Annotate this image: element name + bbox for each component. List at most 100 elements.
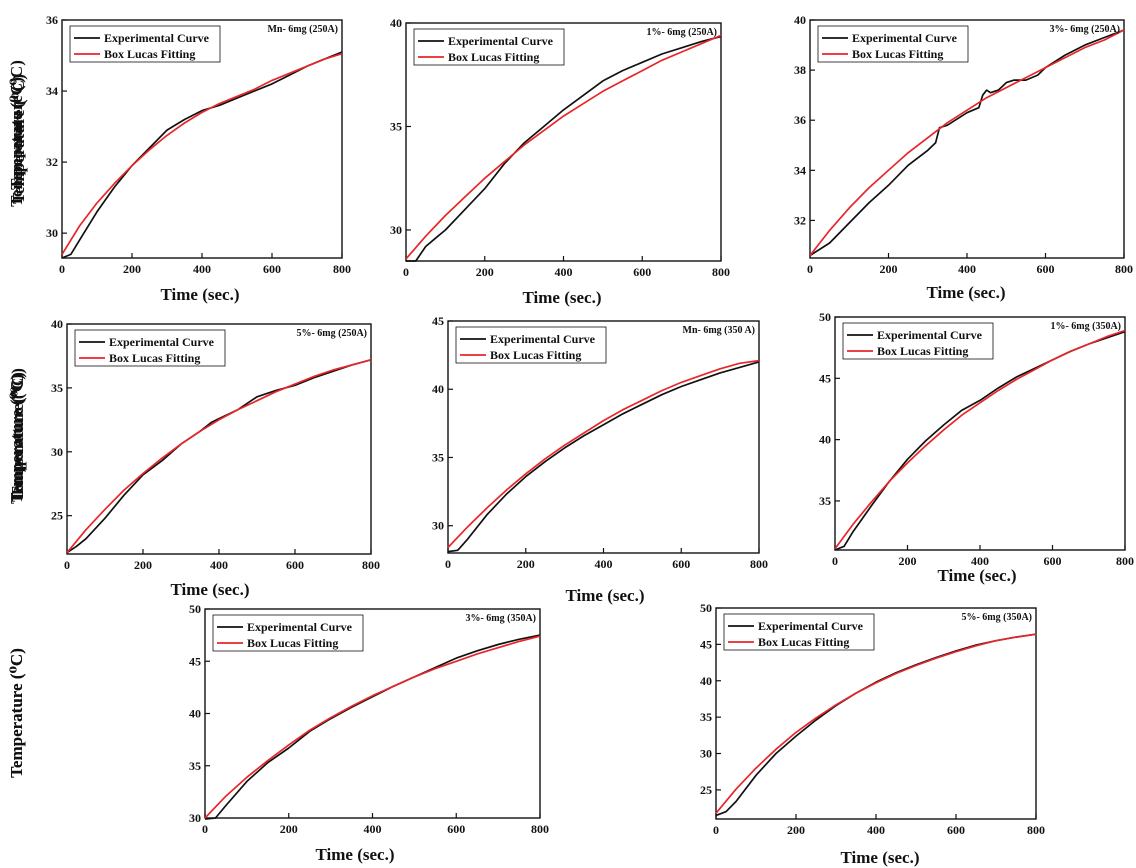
x-axis-title: Time (sec.) <box>161 285 240 304</box>
x-tick-label: 600 <box>1044 554 1062 568</box>
legend-box <box>74 329 226 367</box>
legend-box <box>69 25 221 63</box>
y-tick-label: 40 <box>390 16 402 30</box>
y-axis-title: Temperature (⁰C) <box>7 60 26 190</box>
x-tick-label: 0 <box>202 822 208 836</box>
y-tick-label: 30 <box>700 747 712 761</box>
chart-panel-4: 0 200 400 600 800 25 30 35 40 Experimental Curve B… <box>7 317 380 599</box>
x-tick-label: 400 <box>595 557 613 571</box>
x-axis-title: Time (sec.) <box>171 580 250 599</box>
legend-label-fitting: Box Lucas Fitting <box>104 47 195 61</box>
y-tick-label: 36 <box>46 13 58 27</box>
x-tick-label: 400 <box>210 558 228 572</box>
legend-label-experimental: Experimental Curve <box>247 620 353 634</box>
x-tick-label: 0 <box>403 265 409 279</box>
y-tick-label: 35 <box>189 759 201 773</box>
panel-annotation: 1%- 6mg (350A) <box>1050 321 1121 332</box>
x-tick-label: 800 <box>362 558 380 572</box>
box-lucas-fitting-line <box>204 635 541 819</box>
y-tick-label: 35 <box>51 381 63 395</box>
legend-label-fitting: Box Lucas Fitting <box>448 50 539 64</box>
y-tick-label: 45 <box>432 314 444 328</box>
x-axis-title: Time (sec.) <box>316 845 395 864</box>
y-tick-label: 34 <box>794 163 806 177</box>
box-lucas-fitting-line <box>809 29 1125 257</box>
y-tick-label: 36 <box>794 113 806 127</box>
x-tick-label: 600 <box>947 823 965 837</box>
x-tick-label: 400 <box>193 262 211 276</box>
y-tick-label: 50 <box>819 310 831 324</box>
legend-label-fitting: Box Lucas Fitting <box>490 348 581 362</box>
x-tick-label: 800 <box>531 822 549 836</box>
x-tick-label: 0 <box>445 557 451 571</box>
x-tick-label: 400 <box>971 554 989 568</box>
legend-label-fitting: Box Lucas Fitting <box>109 351 200 365</box>
y-tick-label: 38 <box>794 63 806 77</box>
experimental-curve-line <box>406 35 722 262</box>
y-axis-title: Temperature (⁰C) <box>8 372 27 502</box>
x-tick-label: 400 <box>867 823 885 837</box>
x-tick-label: 600 <box>1037 262 1055 276</box>
y-axis-title: Temperature (⁰C) <box>8 368 27 498</box>
panel-annotation: 5%- 6mg (350A) <box>961 612 1032 623</box>
legend-label-experimental: Experimental Curve <box>877 328 983 342</box>
y-tick-label: 30 <box>189 811 201 825</box>
box-lucas-fitting-line <box>715 633 1037 814</box>
legend-label-experimental: Experimental Curve <box>448 34 554 48</box>
legend-label-experimental: Experimental Curve <box>758 619 864 633</box>
panel-annotation: 3%- 6mg (250A) <box>1049 24 1120 35</box>
x-tick-label: 800 <box>1116 554 1134 568</box>
y-tick-label: 45 <box>189 654 201 668</box>
panel-annotation: 5%- 6mg (250A) <box>296 328 367 339</box>
y-tick-label: 30 <box>51 445 63 459</box>
x-tick-label: 800 <box>333 262 351 276</box>
x-axis-title: Time (sec.) <box>938 566 1017 585</box>
x-tick-label: 200 <box>134 558 152 572</box>
x-tick-label: 800 <box>712 265 730 279</box>
legend-box <box>413 28 565 66</box>
x-tick-label: 0 <box>59 262 65 276</box>
panel-annotation: Mn- 6mg (250A) <box>267 24 338 35</box>
legend-label-fitting: Box Lucas Fitting <box>758 635 849 649</box>
x-tick-label: 600 <box>447 822 465 836</box>
legend-box <box>455 326 607 364</box>
panel-annotation: 1%- 6mg (250A) <box>646 27 717 38</box>
y-tick-label: 45 <box>819 371 831 385</box>
box-lucas-fitting-line <box>834 329 1126 550</box>
x-tick-label: 800 <box>1027 823 1045 837</box>
y-tick-label: 40 <box>189 707 201 721</box>
y-tick-label: 40 <box>819 433 831 447</box>
y-tick-label: 35 <box>700 710 712 724</box>
x-tick-label: 200 <box>123 262 141 276</box>
chart-panel-2: 0 200 400 600 800 30 35 40 Experimental Curve Box… <box>7 16 730 307</box>
box-lucas-fitting-line <box>61 52 343 255</box>
y-tick-label: 25 <box>51 509 63 523</box>
y-tick-label: 50 <box>189 602 201 616</box>
x-tick-label: 600 <box>263 262 281 276</box>
legend-label-experimental: Experimental Curve <box>490 332 596 346</box>
box-lucas-fitting-line <box>447 359 760 549</box>
y-tick-label: 35 <box>432 450 444 464</box>
chart-panel-1: 0 200 400 600 800 30 32 34 36 Experimental Curve B… <box>7 13 351 304</box>
legend-box <box>842 322 994 360</box>
x-axis-title: Time (sec.) <box>841 848 920 867</box>
legend-box <box>723 613 875 651</box>
chart-panel-6: 0 200 400 600 800 35 40 45 50 Experimental Curve B… <box>8 310 1134 585</box>
y-tick-label: 50 <box>700 601 712 615</box>
x-tick-label: 200 <box>476 265 494 279</box>
y-tick-label: 34 <box>46 84 58 98</box>
x-tick-label: 400 <box>364 822 382 836</box>
x-tick-label: 800 <box>750 557 768 571</box>
legend-label-experimental: Experimental Curve <box>104 31 210 45</box>
legend-label-fitting: Box Lucas Fitting <box>247 636 338 650</box>
y-tick-label: 25 <box>700 783 712 797</box>
y-tick-label: 40 <box>700 674 712 688</box>
y-tick-label: 30 <box>390 223 402 237</box>
x-tick-label: 200 <box>517 557 535 571</box>
y-tick-label: 30 <box>432 519 444 533</box>
legend-box <box>817 25 969 63</box>
y-tick-label: 35 <box>819 494 831 508</box>
